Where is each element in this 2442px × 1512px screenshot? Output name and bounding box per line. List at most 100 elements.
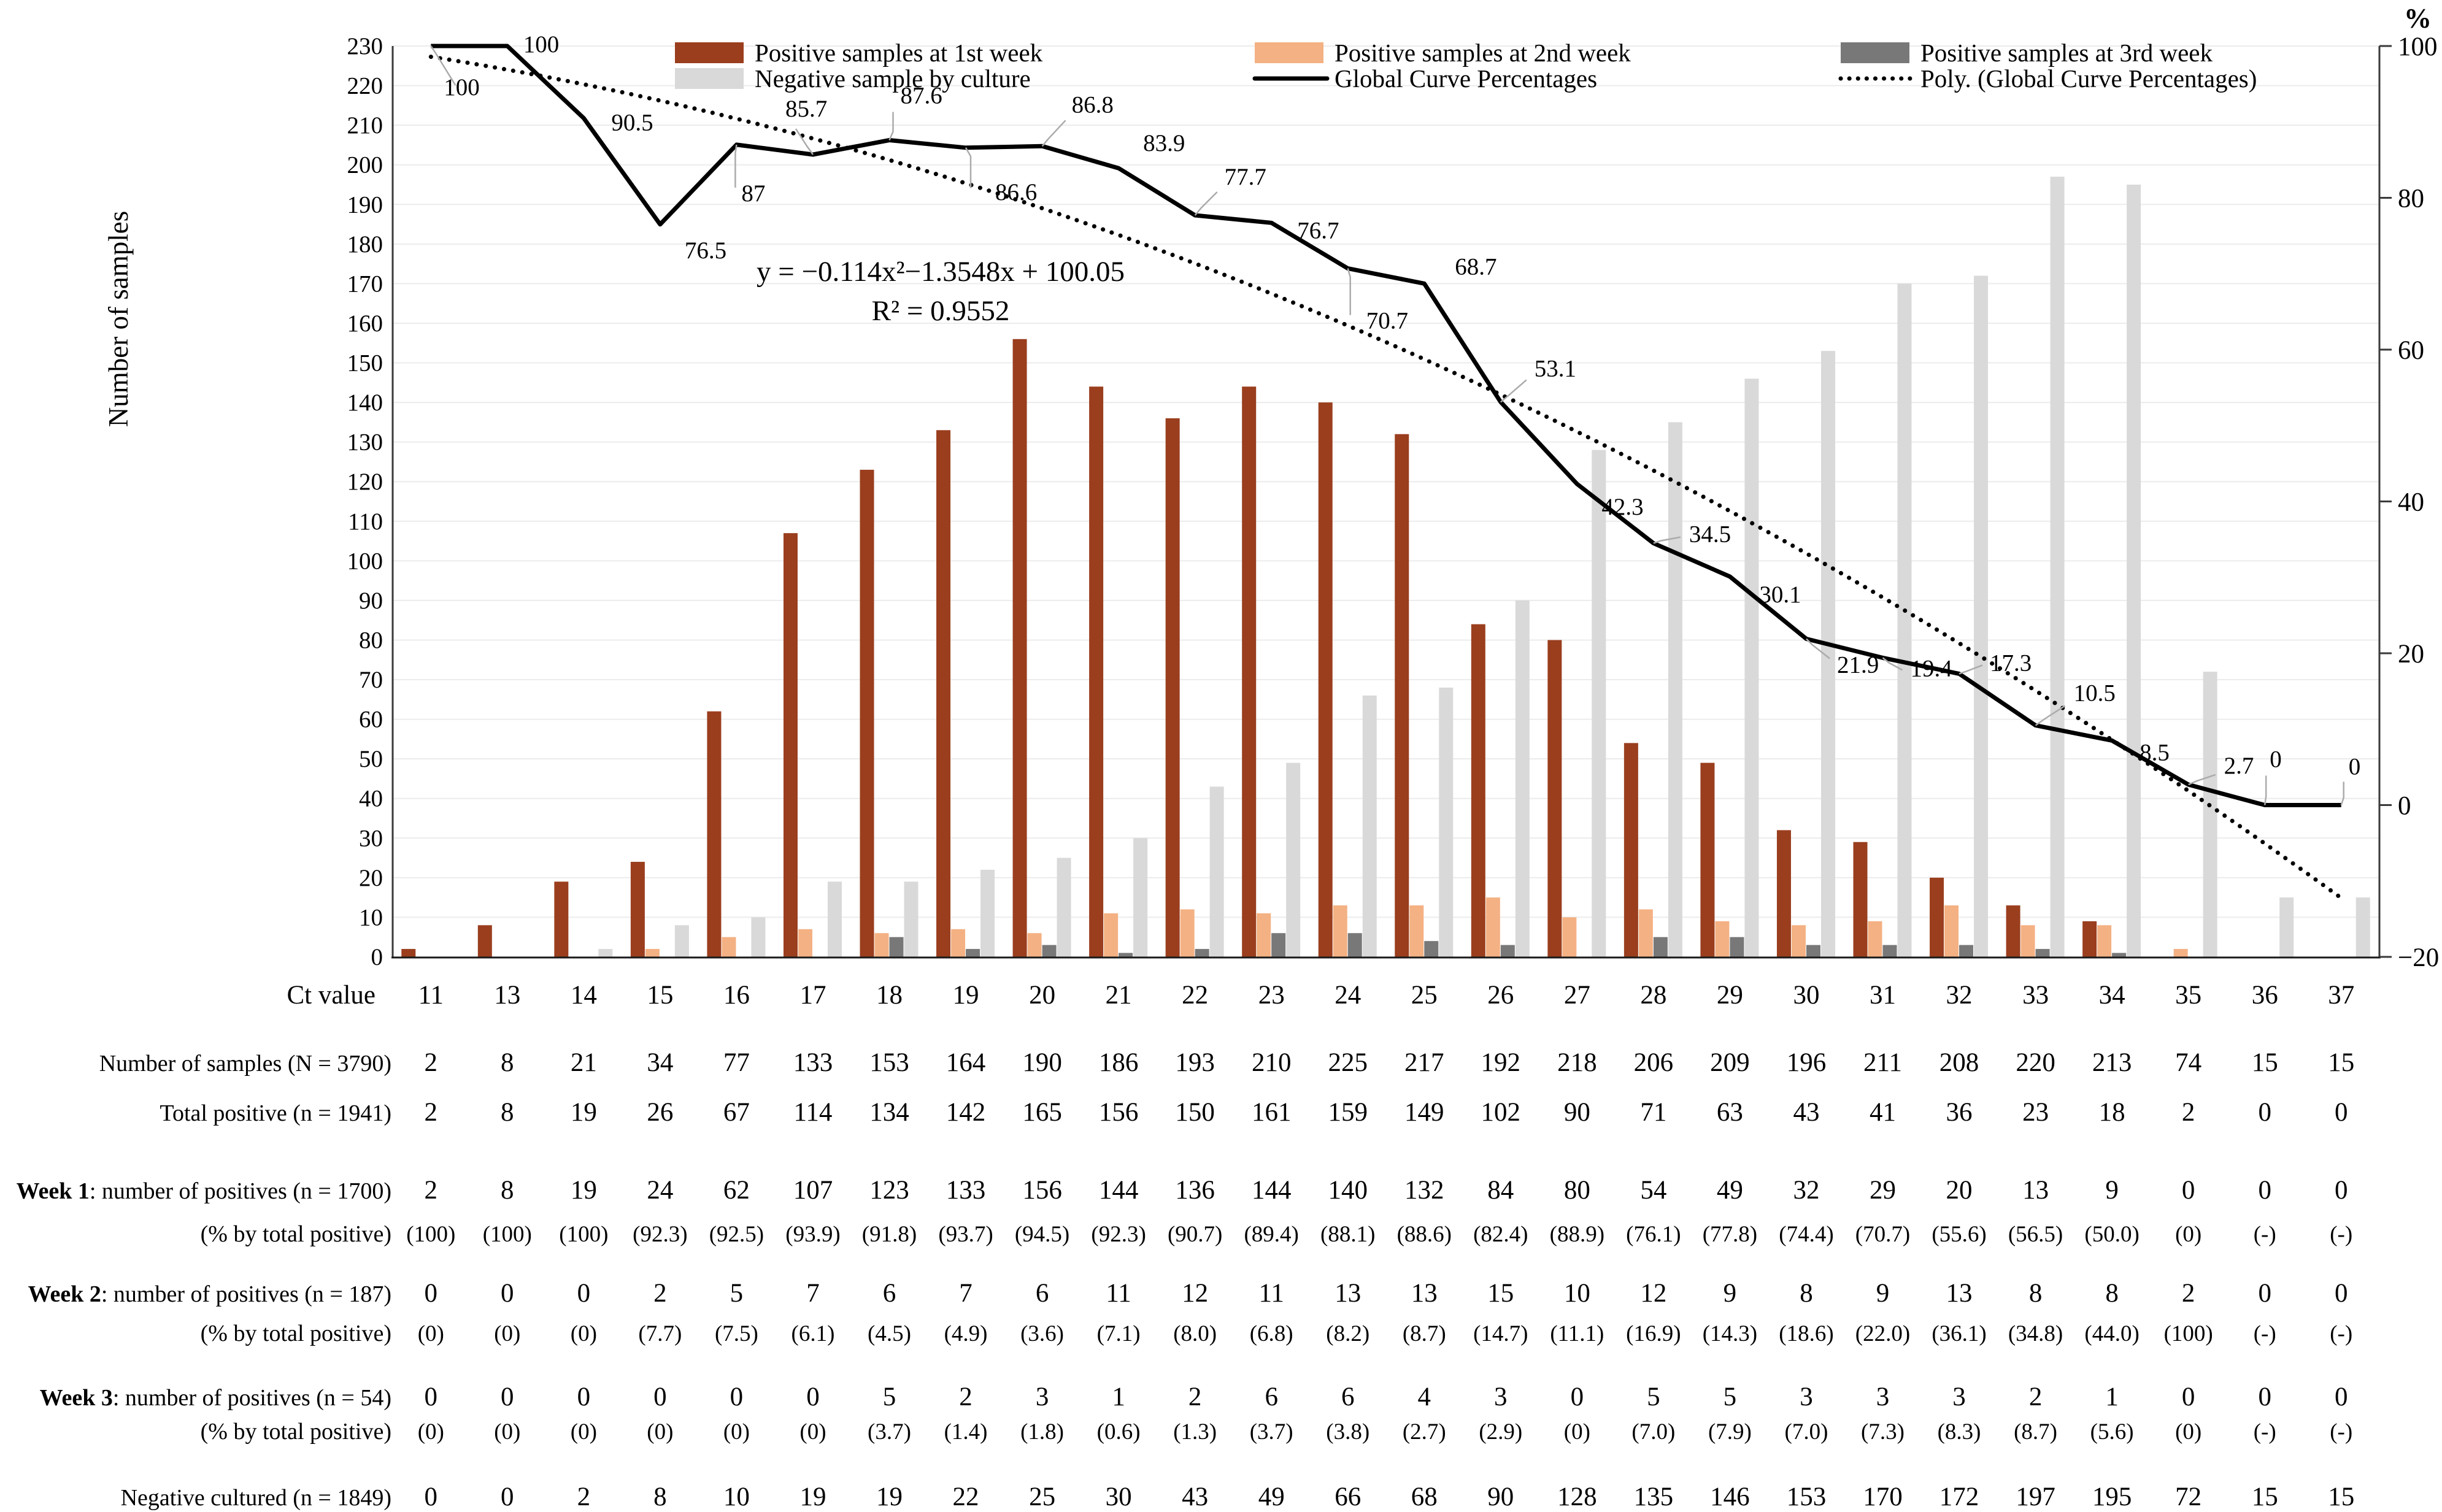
table-cell: (92.3) xyxy=(633,1222,687,1247)
table-cell: 0 xyxy=(2258,1279,2271,1308)
table-cell: 8 xyxy=(501,1098,514,1127)
table-cell: 156 xyxy=(1022,1176,1062,1205)
table-cell: 34 xyxy=(647,1048,673,1077)
bar-series4-ct16 xyxy=(751,917,766,957)
table-cell: 150 xyxy=(1175,1098,1215,1127)
table-cell: 15 xyxy=(1487,1279,1514,1308)
table-cell: 217 xyxy=(1404,1048,1444,1077)
table-cell: 15 xyxy=(2252,1483,2278,1511)
table-cell: 68 xyxy=(1411,1483,1438,1511)
table-cell: 172 xyxy=(1939,1483,1979,1511)
table-cell: (0) xyxy=(571,1321,597,1346)
bar-series3-ct26 xyxy=(1500,945,1515,957)
table-cell: 6 xyxy=(883,1279,896,1308)
table-cell: 2 xyxy=(1188,1383,1202,1411)
table-cell: 123 xyxy=(869,1176,909,1205)
table-cell: 54 xyxy=(1640,1176,1666,1205)
leader-line xyxy=(2035,705,2066,726)
legend-label: Positive samples at 3rd week xyxy=(1920,39,2213,67)
bar-series4-ct37 xyxy=(2355,897,2370,957)
bar-series2-ct33 xyxy=(2020,925,2035,957)
table-column-header: 37 xyxy=(2328,981,2354,1010)
bar-series1-ct31 xyxy=(1853,842,1868,957)
table-cell: 43 xyxy=(1182,1483,1208,1511)
curve-data-label: 83.9 xyxy=(1143,130,1185,156)
table-cell: 3 xyxy=(1952,1383,1966,1411)
leader-line xyxy=(1882,657,1903,671)
table-cell: 20 xyxy=(1946,1176,1973,1205)
table-row-label: Week 2: number of positives (n = 187) xyxy=(28,1281,391,1307)
leader-line xyxy=(1347,268,1351,315)
table-cell: 8 xyxy=(501,1176,514,1205)
table-column-header: 36 xyxy=(2252,981,2278,1010)
table-cell: (88.1) xyxy=(1320,1222,1375,1247)
bar-series4-ct35 xyxy=(2203,672,2217,957)
table-cell: 5 xyxy=(883,1383,896,1411)
table-cell: 0 xyxy=(2335,1098,2348,1127)
axes xyxy=(391,46,2381,959)
bar-series2-ct22 xyxy=(1180,909,1195,957)
table-cell: 144 xyxy=(1099,1176,1139,1205)
table-cell: 10 xyxy=(1564,1279,1590,1308)
table-cell: 2 xyxy=(653,1279,667,1308)
table-cell: 135 xyxy=(1634,1483,1674,1511)
bar-series1-ct34 xyxy=(2082,921,2097,957)
table-cell: 11 xyxy=(1106,1279,1131,1308)
table-cell: 49 xyxy=(1717,1176,1743,1205)
table-cell: 18 xyxy=(2099,1098,2125,1127)
table-cell: 209 xyxy=(1710,1048,1750,1077)
table-cell: (0) xyxy=(799,1419,826,1445)
table-cell: 134 xyxy=(869,1098,909,1127)
table-cell: (76.1) xyxy=(1626,1222,1681,1247)
table-column-header: 35 xyxy=(2175,981,2201,1010)
table-cell: 19 xyxy=(876,1483,903,1511)
table-cell: (3.7) xyxy=(868,1419,911,1445)
left-axis-tick-label: 190 xyxy=(347,191,383,218)
left-axis-tick-label: 110 xyxy=(348,508,383,535)
left-axis-tick-label: 130 xyxy=(347,429,383,456)
table-cell: 5 xyxy=(1724,1383,1737,1411)
table-cell: 19 xyxy=(571,1098,597,1127)
table-column-header: 22 xyxy=(1182,981,1208,1010)
table-column-header: 28 xyxy=(1640,981,1666,1010)
table-cell: 66 xyxy=(1335,1483,1361,1511)
left-axis-tick-labels: 0 10 20 30 40 50 60 70 80 90 100 110 120 130 140 150 160… xyxy=(347,33,383,970)
table-cell: 0 xyxy=(425,1383,438,1411)
poly-trendline-group xyxy=(428,55,2344,900)
bar-series2-ct15 xyxy=(645,949,660,957)
bar-series2-ct16 xyxy=(722,937,736,957)
table-cell: (1.3) xyxy=(1173,1419,1217,1445)
table-cell: 9 xyxy=(2105,1176,2119,1205)
legend-label: Global Curve Percentages xyxy=(1335,64,1597,93)
table-cell: 15 xyxy=(2252,1048,2278,1077)
leader-line xyxy=(2188,773,2216,786)
table-cell: (7.0) xyxy=(1631,1419,1675,1445)
left-axis-tick-label: 140 xyxy=(347,390,383,416)
table-cell: (0) xyxy=(418,1321,444,1346)
table-cell: 1 xyxy=(2105,1383,2119,1411)
bar-series3-ct18 xyxy=(889,937,904,957)
data-table: Number of samples (N = 3790) 2 8 21 34 77 133 1… xyxy=(17,1048,2355,1511)
table-cell: 8 xyxy=(1800,1279,1813,1308)
table-cell: 0 xyxy=(806,1383,820,1411)
table-cell: 84 xyxy=(1487,1176,1514,1205)
table-row-label-bold: Week 2 xyxy=(28,1281,101,1307)
curve-data-label: 0 xyxy=(2270,746,2282,773)
left-axis-tick-label: 40 xyxy=(359,786,383,812)
bar-series3-ct22 xyxy=(1195,949,1209,957)
bar-series3-ct24 xyxy=(1347,933,1362,957)
table-column-header: 15 xyxy=(647,981,673,1010)
bar-series1-ct25 xyxy=(1395,434,1409,957)
table-cell: 186 xyxy=(1099,1048,1139,1077)
left-axis-tick-label: 100 xyxy=(347,548,383,574)
table-cell: (7.9) xyxy=(1708,1419,1752,1445)
table-cell: 0 xyxy=(2335,1176,2348,1205)
left-axis-tick-label: 200 xyxy=(347,152,383,178)
table-cell: 0 xyxy=(653,1383,667,1411)
curve-data-label: 85.7 xyxy=(785,96,827,122)
leader-line xyxy=(2263,775,2267,805)
table-cell: (0) xyxy=(647,1419,673,1445)
bar-series1-ct17 xyxy=(783,533,798,957)
table-cell: (-) xyxy=(2330,1321,2352,1346)
table-cell: 8 xyxy=(2105,1279,2119,1308)
